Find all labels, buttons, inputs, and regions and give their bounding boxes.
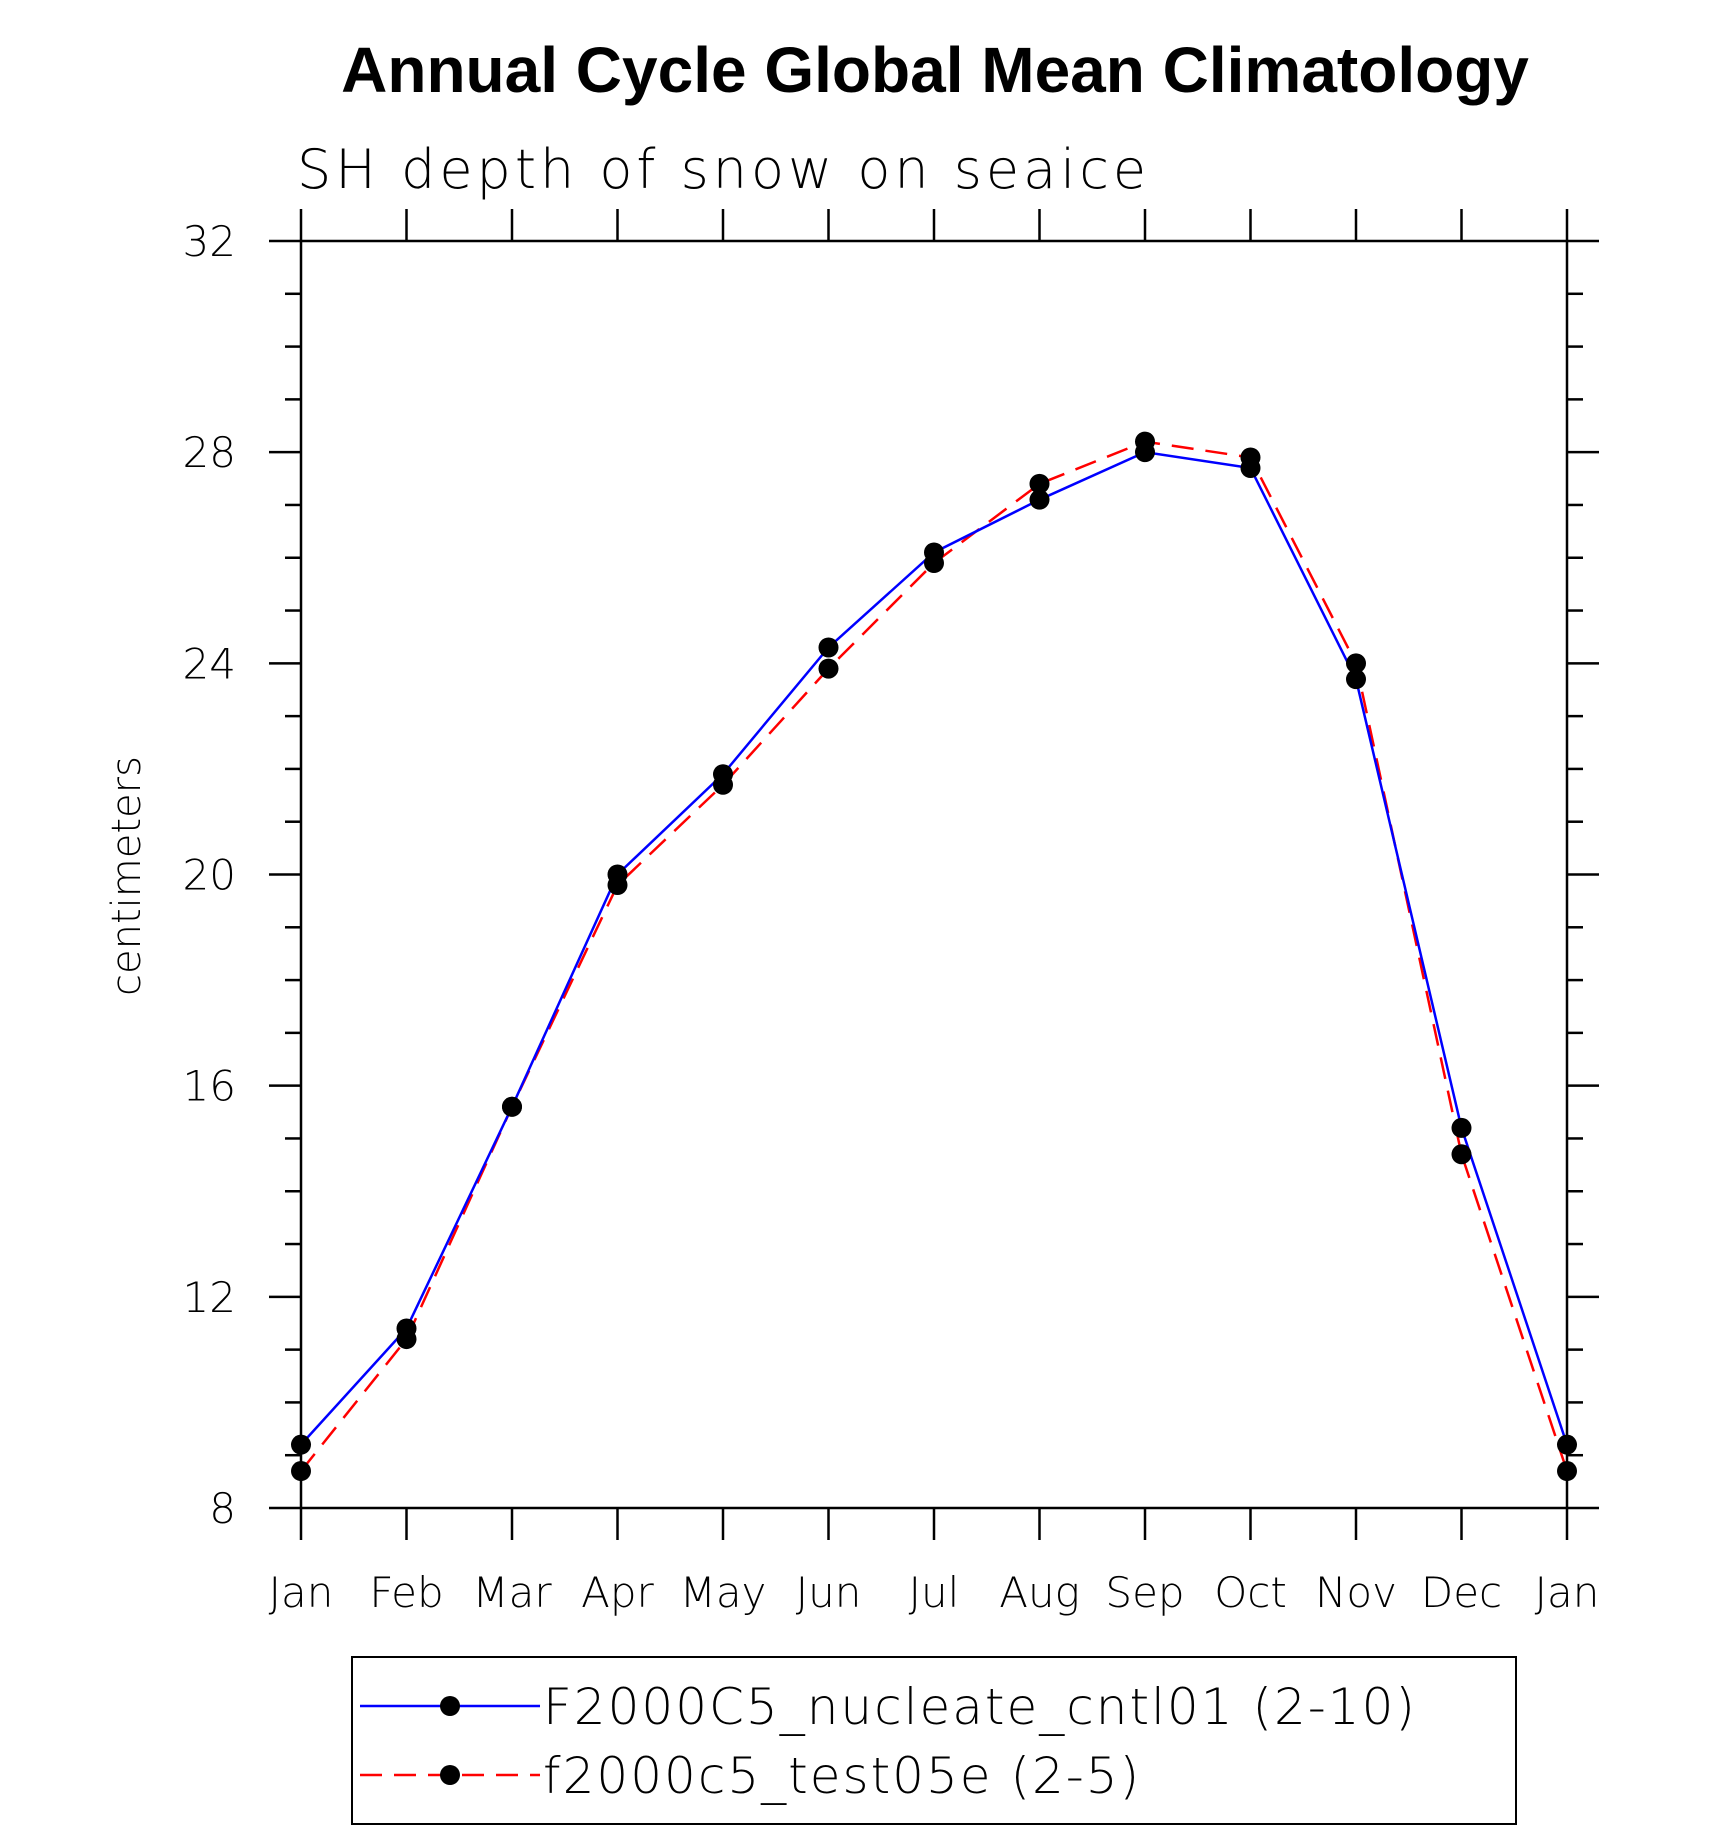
data-point xyxy=(1240,447,1261,468)
data-point xyxy=(291,1461,311,1482)
series-lines xyxy=(300,440,1569,1472)
data-point xyxy=(1557,1461,1577,1482)
series-line xyxy=(300,450,1569,1446)
x-tick-label: Jan xyxy=(269,1568,334,1617)
x-tick-label: May xyxy=(680,1568,767,1617)
x-tick-label: Sep xyxy=(1105,1568,1184,1617)
chart-subtitle: SH depth of snow on seaice xyxy=(297,138,1150,201)
axis-ticks: Jan Feb Mar Apr May Jun Jul Aug Sep Oct Nov Dec Jan 8… xyxy=(183,209,1600,1617)
legend-label: F2000C5_nucleate_cntl01 (2-10) xyxy=(543,1678,1417,1736)
x-tick-label: Mar xyxy=(472,1568,552,1617)
data-point xyxy=(818,658,839,679)
data-point xyxy=(1029,489,1050,510)
y-tick-label: 32 xyxy=(183,217,236,266)
x-tick-label: Jul xyxy=(909,1568,960,1617)
data-point xyxy=(1451,1117,1472,1138)
y-tick-label: 24 xyxy=(183,639,236,688)
y-tick-label: 16 xyxy=(183,1062,236,1111)
legend-label: f2000c5_test05e (2-5) xyxy=(543,1747,1141,1805)
y-axis-label: centimeters xyxy=(104,756,150,996)
legend: F2000C5_nucleate_cntl01 (2-10) f2000c5_te… xyxy=(360,1678,1417,1805)
legend-marker xyxy=(440,1765,460,1785)
x-tick-label: Nov xyxy=(1315,1568,1397,1617)
y-tick-label: 20 xyxy=(183,851,236,900)
plot-frame xyxy=(299,239,1569,1510)
data-point xyxy=(1029,473,1050,494)
data-point xyxy=(502,1096,522,1117)
data-point xyxy=(713,774,733,795)
data-point xyxy=(1557,1434,1577,1455)
data-point xyxy=(607,875,628,896)
series-markers xyxy=(291,431,1577,1482)
x-tick-label: Jun xyxy=(796,1568,862,1617)
data-point xyxy=(291,1434,311,1455)
legend-marker xyxy=(440,1696,460,1716)
data-point xyxy=(1135,431,1155,452)
legend-box xyxy=(351,1656,1517,1825)
x-tick-label: Apr xyxy=(581,1568,654,1617)
x-tick-label: Aug xyxy=(999,1568,1080,1617)
y-tick-label: 12 xyxy=(183,1273,236,1322)
y-tick-label: 28 xyxy=(183,428,236,477)
x-tick-label: Jan xyxy=(1535,1568,1600,1617)
series-line xyxy=(300,440,1569,1472)
data-point xyxy=(924,553,944,574)
data-point xyxy=(1346,669,1366,690)
data-point xyxy=(1451,1144,1472,1165)
data-point xyxy=(396,1329,417,1350)
x-tick-label: Dec xyxy=(1421,1568,1502,1617)
chart-title: Annual Cycle Global Mean Climatology xyxy=(341,34,1529,106)
x-tick-label: Feb xyxy=(369,1568,443,1617)
y-tick-label: 8 xyxy=(209,1484,236,1533)
data-point xyxy=(1346,653,1366,674)
data-point xyxy=(818,637,839,658)
x-tick-label: Oct xyxy=(1214,1568,1287,1617)
